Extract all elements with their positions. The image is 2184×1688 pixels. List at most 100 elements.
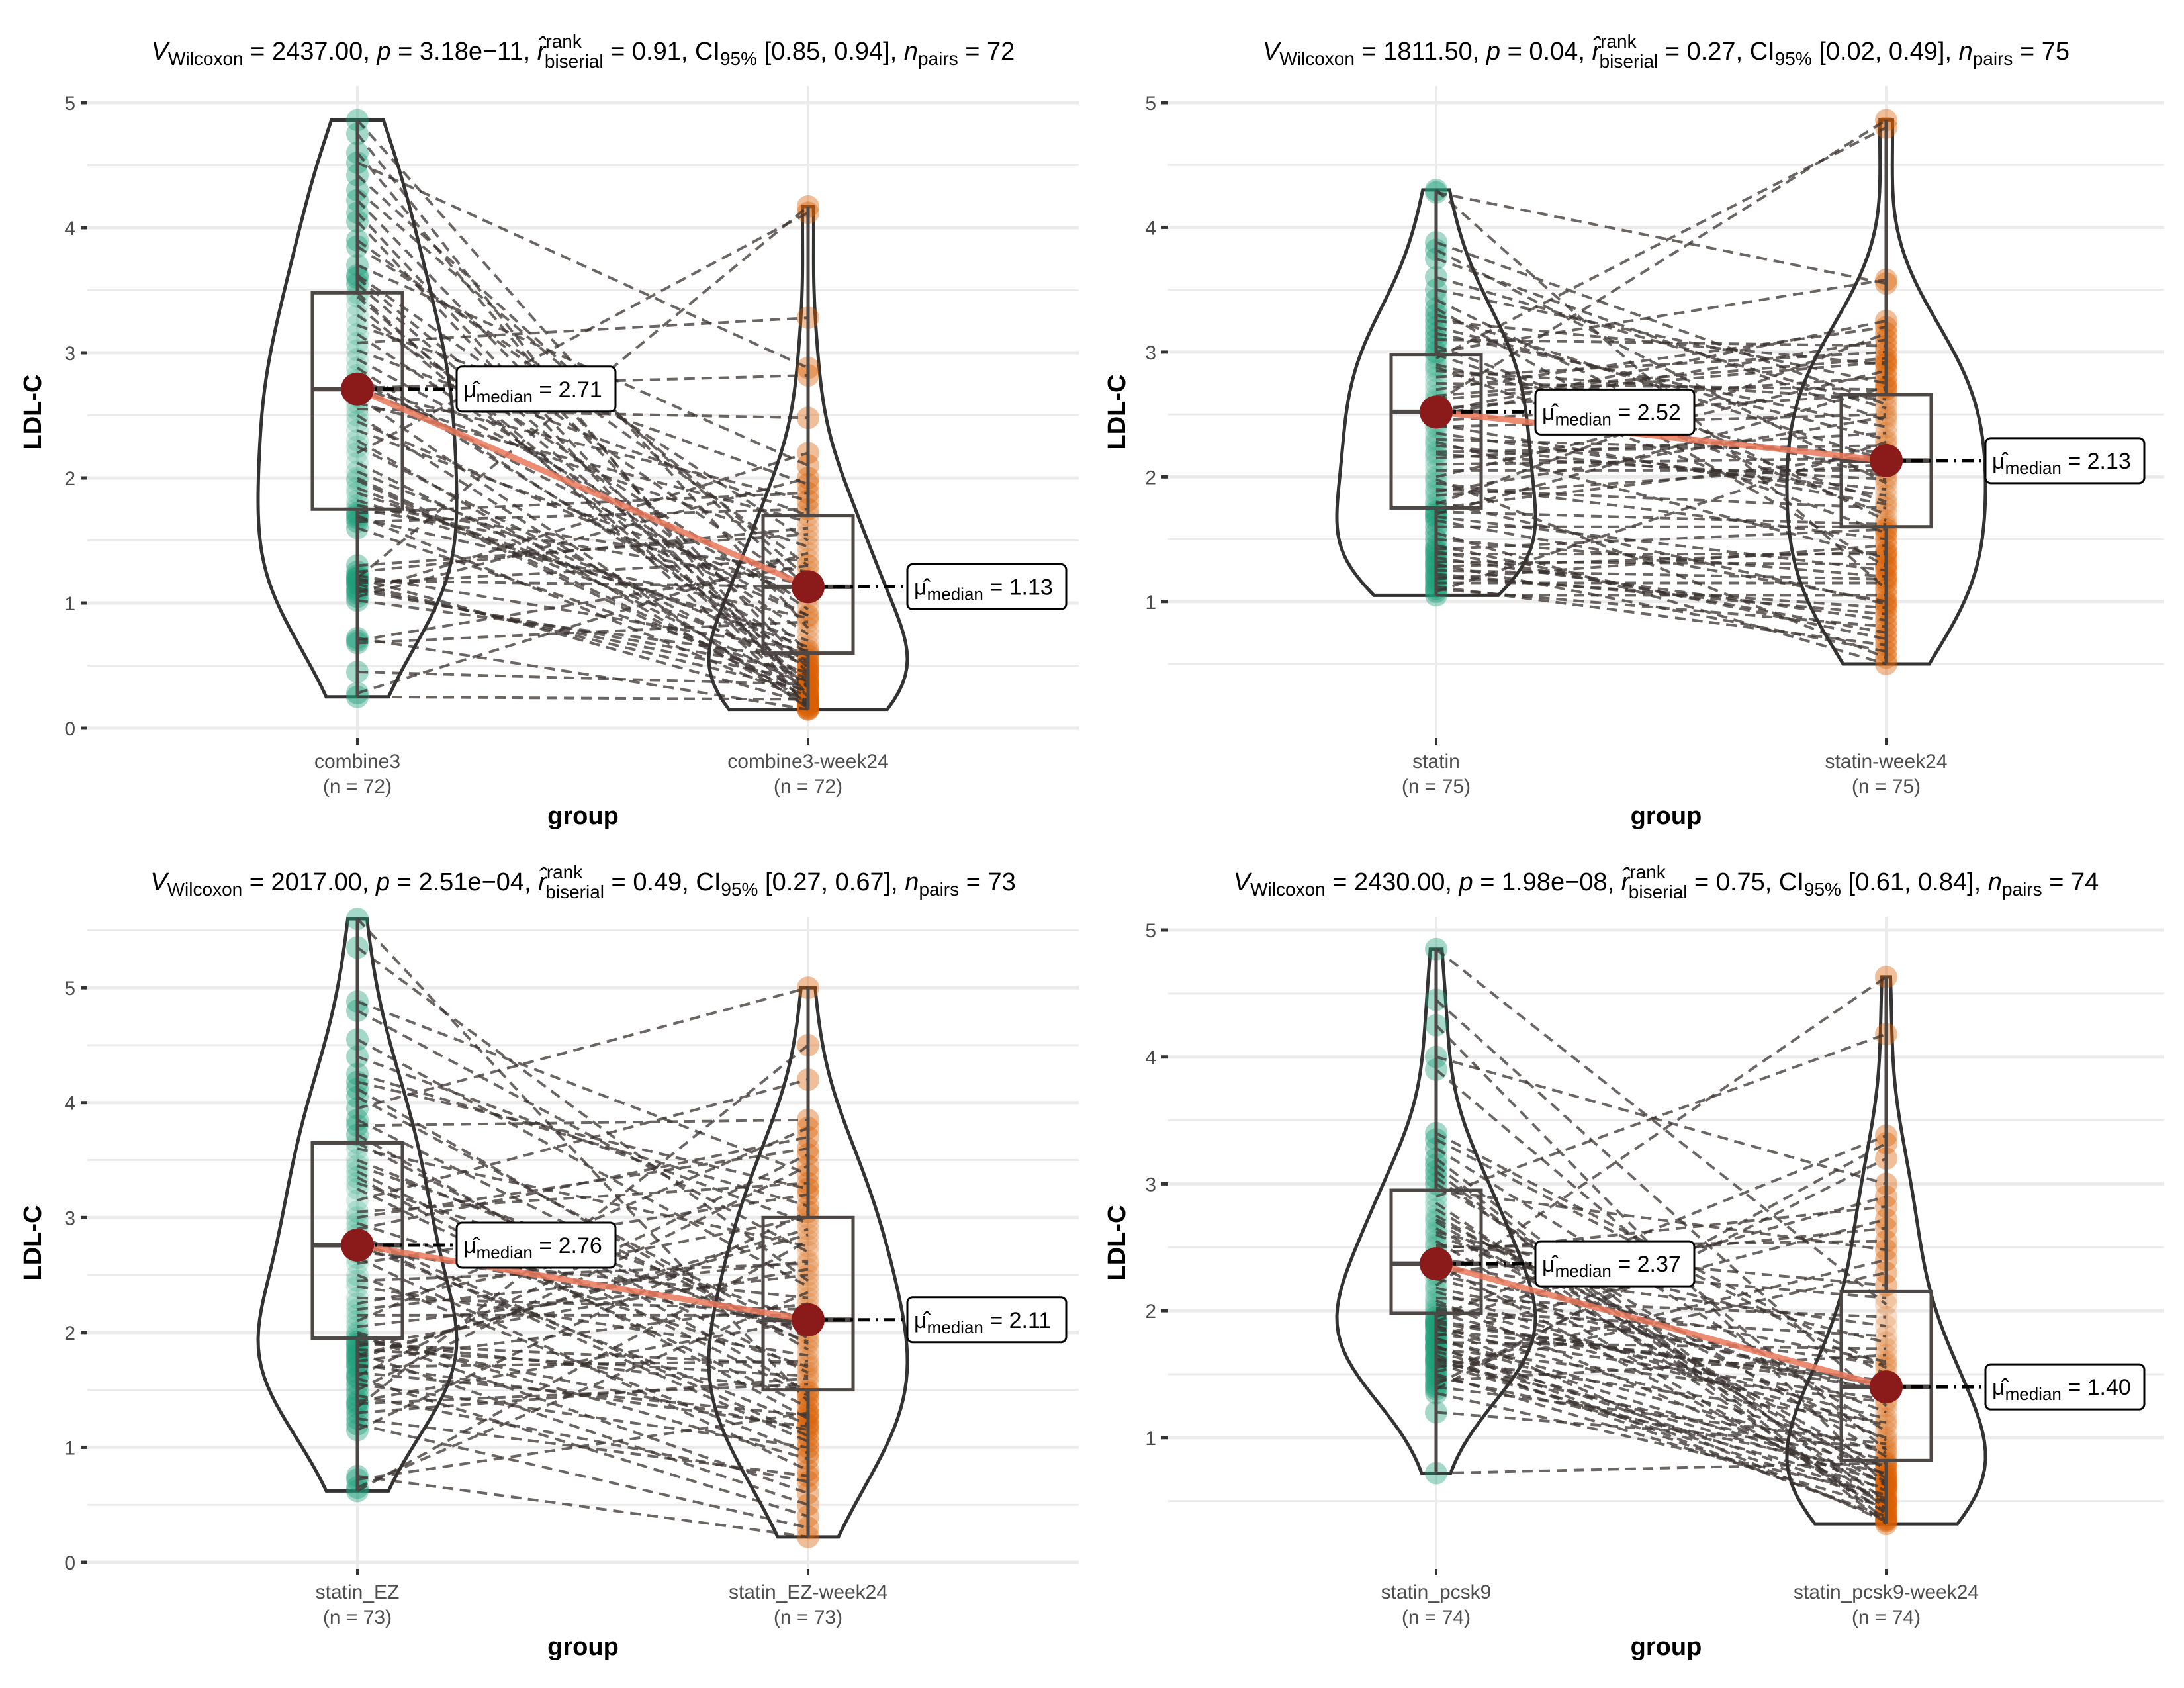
pair-line [357,420,809,617]
title-p-value: 0.04 [1529,38,1578,66]
pair-line [357,487,809,667]
pair-line [356,917,809,1403]
y-tick-label: 2 [64,1323,75,1344]
pair-line [1435,288,1887,385]
panel-combine3: VWilcoxon = 2437.00, p = 3.18e−11, r̂ran… [19,31,1079,830]
pair-line [1435,248,1887,485]
pair-line [1435,350,1887,379]
title-p-value: 3.18e−11 [420,38,523,66]
pair-line [1435,415,1887,493]
title-r-superscript: rank [545,31,582,52]
median-label-text: μ̂median = 2.52 [1542,400,1681,429]
y-tick-label: 3 [64,1207,75,1229]
mu-subscript: median [2005,458,2062,478]
pair-line [1435,556,1887,622]
data-point [1875,415,1897,438]
chart-title: VWilcoxon = 1811.50, p = 0.04, r̂rank bis… [1263,31,2070,71]
y-tick-label: 2 [1145,1301,1156,1323]
pair-line [357,316,809,344]
title-space [1812,38,1819,66]
y-tick-label: 3 [1145,342,1156,364]
title-p-value: 2.51e−04 [418,868,524,896]
chart-title: VWilcoxon = 2017.00, p = 2.51e−04, r̂ran… [150,862,1015,902]
median-label-box [1534,388,1696,436]
y-axis-title: LDL-C [1103,1205,1131,1281]
median-label-text: μ̂median = 2.37 [1542,1252,1681,1281]
median-label-box [906,563,1068,610]
data-point [1875,1331,1897,1354]
pair-line [1435,478,1887,659]
pair-line [357,499,809,642]
title-eq: = [1658,38,1686,66]
panel-statin-ez: VWilcoxon = 2017.00, p = 2.51e−04, r̂ran… [19,862,1079,1661]
pair-line [1435,1271,1887,1374]
pair-line [1435,385,1887,516]
pair-line [357,1055,809,1225]
median-point-statin [1420,395,1453,429]
y-tick-label: 5 [64,978,75,1000]
median-eq: = [1612,400,1637,425]
violin-statin [1335,188,1537,597]
pair-line [357,1411,809,1481]
pair-line [1435,510,1887,526]
title-v-subscript: Wilcoxon [167,879,243,900]
pair-line [357,620,809,645]
y-tick-label: 2 [64,468,75,490]
title-sep: , [1473,38,1486,66]
title-sep: , [891,868,905,896]
violin-combine3 [256,118,459,699]
title-n-value: 75 [2042,38,2070,66]
x-tick-n-label: (n = 75) [1402,776,1471,798]
x-tick-n-label: (n = 72) [774,776,842,798]
pair-line [357,1080,809,1190]
pair-line [1435,528,1887,551]
median-label-text: μ̂median = 2.13 [1992,449,2131,478]
title-v-symbol: V [152,38,171,66]
y-axis-title: LDL-C [19,1205,47,1281]
pair-line [1435,1391,1887,1497]
median-label-box [906,1296,1068,1344]
title-space [1841,868,1848,896]
pair-line [357,1291,809,1489]
title-v-symbol: V [150,868,169,896]
x-tick-label: statin_EZ-week24 [729,1581,887,1603]
mu-subscript: median [2005,1384,2062,1404]
title-sep: , [890,38,904,66]
pair-line [357,508,809,586]
y-tick-label: 1 [64,593,75,615]
title-space [758,868,765,896]
pair-line [1435,257,1887,422]
pair-line [357,1164,809,1391]
violin-statin_EZ [256,917,459,1493]
median-eq: = [533,1233,559,1258]
pair-line [357,1340,809,1391]
data-point [1875,1413,1897,1436]
pair-line [1435,569,1887,581]
title-v-value: 1811.50 [1383,38,1473,66]
pair-line [1435,1303,1887,1420]
title-r-superscript: rank [547,862,583,882]
title-ci-subscript: 95% [1804,879,1841,900]
pair-line [357,1170,809,1397]
title-sep: , [682,868,696,896]
pair-line [357,1072,809,1207]
title-v-value: 2430.00 [1354,868,1445,896]
median-label-combine3: μ̂median = 2.71 [455,365,617,413]
pair-line [357,1118,809,1127]
title-eq: = [604,38,632,66]
pair-line [357,1274,809,1329]
median-label-text: μ̂median = 1.13 [914,575,1053,604]
pair-line [356,277,809,652]
pair-line [357,1423,809,1529]
median-eq: = [983,575,1009,600]
x-tick-n-label: (n = 74) [1402,1607,1471,1628]
title-ci-value: [0.27, 0.67] [765,868,891,896]
median-label-box [455,1221,617,1269]
pair-line [1435,453,1887,510]
pair-line [1435,1299,1887,1493]
pair-line [357,349,809,517]
chart-title: VWilcoxon = 2430.00, p = 1.98e−08, r̂ran… [1234,862,2099,902]
pair-line [1435,191,1887,285]
pair-line [357,599,809,661]
title-r-superscript: rank [1600,31,1637,52]
